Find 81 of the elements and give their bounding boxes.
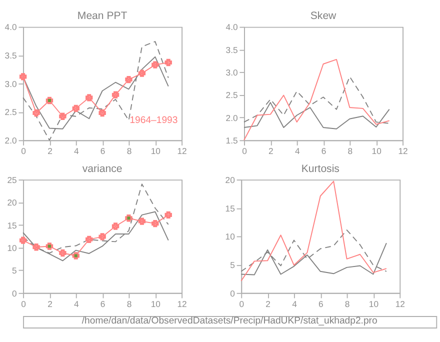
point: [125, 76, 132, 84]
y-tick-label: 0: [230, 288, 236, 298]
y-tick-label: 5: [230, 260, 236, 270]
line-series: [244, 58, 390, 141]
x-tick-label: 12: [395, 298, 406, 309]
point: [112, 222, 120, 230]
y-tick-label: 15: [225, 203, 236, 214]
x-tick-label: 4: [294, 146, 300, 156]
x-tick-label: 10: [372, 146, 382, 156]
point: [32, 109, 40, 117]
line-series: [240, 230, 387, 272]
y-tick-label: 2.5: [226, 90, 238, 100]
x-tick-label: 0: [242, 146, 248, 156]
x-tick-label: 8: [126, 298, 132, 309]
x-tick-label: 2: [266, 298, 271, 309]
point: [98, 109, 106, 117]
point: [152, 61, 159, 68]
x-tick-label: 2: [48, 298, 53, 309]
y-tick-label: 0: [12, 288, 18, 298]
y-tick-label: 10: [225, 232, 236, 242]
y-tick-label: 20: [7, 198, 18, 208]
y-tick-label: 20: [225, 174, 236, 185]
x-tick-label: 6: [321, 146, 326, 156]
x-tick-label: 0: [21, 146, 26, 156]
point: [112, 91, 120, 98]
x-tick-label: 8: [344, 298, 350, 309]
point: [86, 236, 93, 244]
point: [164, 211, 172, 219]
y-tick-label: 3.5: [4, 50, 18, 61]
text: /home/dan/data/ObservedDatasets/Precip/HadUKP/stat_ukhadp2.pro: [82, 316, 378, 327]
x-tick-label: 2: [268, 146, 274, 156]
y-tick-label: 3.0: [226, 68, 238, 78]
y-tick-label: 3.0: [4, 78, 18, 89]
x-tick-label: 10: [150, 146, 161, 156]
point: [138, 218, 146, 225]
point: [98, 233, 106, 240]
chart-title: Mean PPT: [77, 10, 128, 22]
x-tick-label: 12: [177, 146, 188, 156]
text: 1964–1993: [130, 114, 178, 126]
point: [19, 73, 27, 80]
x-tick-label: 10: [150, 298, 161, 309]
point: [164, 58, 172, 66]
chart-title: variance: [82, 162, 122, 175]
point: [32, 244, 40, 251]
point: [19, 236, 27, 244]
x-tick-label: 6: [100, 298, 106, 309]
y-tick-label: 3.5: [226, 44, 238, 55]
point: [46, 242, 54, 250]
point: [72, 104, 80, 112]
y-tick-label: 1.5: [226, 136, 238, 146]
y-tick-label: 2.5: [4, 107, 18, 118]
y-tick-label: 5: [12, 266, 18, 276]
y-tick-label: 2.0: [4, 136, 18, 146]
x-tick-label: 12: [398, 146, 408, 156]
x-tick-label: 8: [348, 146, 353, 156]
x-tick-label: 6: [100, 146, 106, 156]
y-tick-label: 2.0: [226, 112, 238, 123]
chart-title: Skew: [310, 10, 337, 22]
x-tick-label: 12: [177, 298, 188, 309]
x-tick-label: 10: [368, 298, 379, 309]
line-series: [240, 180, 387, 282]
y-tick-label: 4.0: [4, 22, 18, 32]
x-tick-label: 0: [21, 298, 26, 309]
x-tick-label: 2: [48, 146, 53, 156]
chart-title: Kurtosis: [301, 162, 340, 175]
y-tick-label: 4.0: [226, 22, 238, 32]
x-tick-label: 4: [74, 146, 79, 156]
point: [152, 220, 159, 228]
y-tick-label: 10: [7, 242, 18, 253]
x-tick-label: 4: [74, 298, 79, 309]
y-tick-label: 15: [7, 220, 18, 230]
y-tick-label: 25: [7, 174, 18, 185]
x-tick-label: 6: [318, 298, 324, 309]
point: [46, 96, 54, 104]
x-tick-label: 0: [239, 298, 244, 309]
point: [86, 94, 93, 102]
x-tick-label: 4: [292, 298, 298, 309]
point: [59, 112, 66, 120]
point: [59, 249, 66, 257]
x-tick-label: 8: [126, 146, 132, 156]
point: [138, 70, 146, 77]
